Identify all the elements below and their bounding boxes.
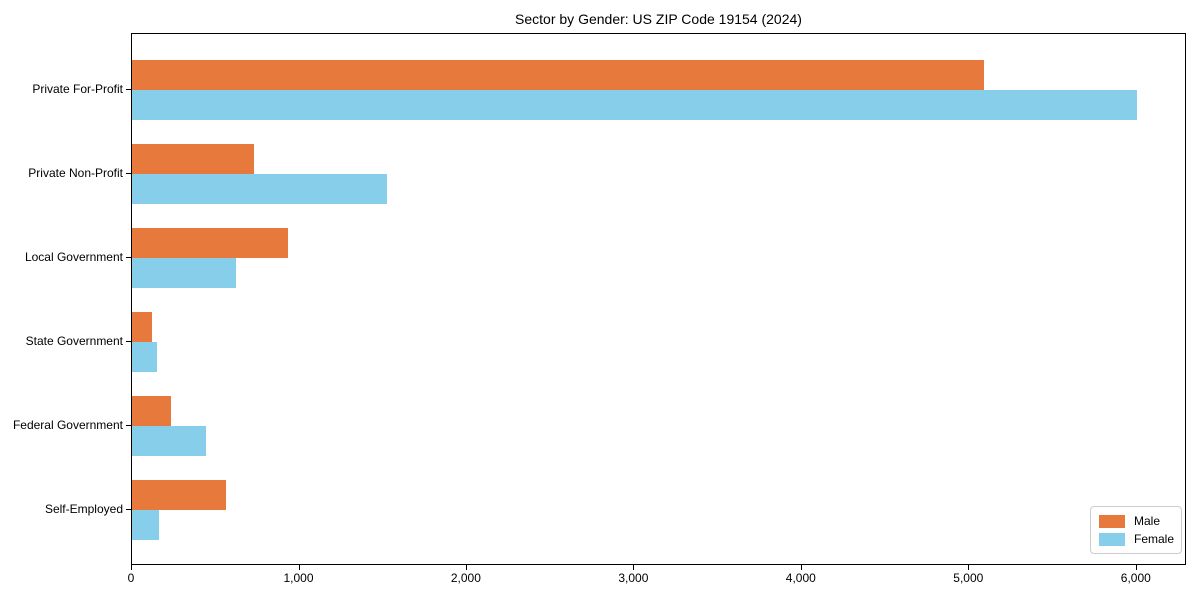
y-tick-mark — [126, 425, 131, 426]
legend: Male Female — [1090, 506, 1182, 554]
legend-swatch-female — [1099, 532, 1125, 546]
y-tick-label-self-employed: Self-Employed — [44, 502, 123, 516]
y-tick-mark — [126, 509, 131, 510]
bar-local-government-female — [132, 258, 236, 288]
bar-private-non-profit-male — [132, 144, 255, 174]
y-tick-mark — [126, 173, 131, 174]
y-tick-label-state-government: State Government — [25, 334, 123, 348]
x-tick-mark — [1135, 565, 1137, 570]
legend-label-female: Female — [1134, 532, 1175, 546]
x-tick-label-4-000: 4,000 — [785, 571, 816, 585]
y-tick-label-private-for-profit: Private For-Profit — [32, 82, 123, 96]
bar-state-government-female — [132, 342, 158, 372]
plot-area — [131, 33, 1186, 565]
x-tick-mark — [633, 565, 635, 570]
bar-self-employed-female — [132, 510, 159, 540]
x-tick-mark — [800, 565, 802, 570]
x-tick-label-6-000: 6,000 — [1120, 571, 1151, 585]
bar-federal-government-female — [132, 426, 206, 456]
y-tick-label-federal-government: Federal Government — [12, 418, 123, 432]
y-tick-mark — [126, 341, 131, 342]
x-tick-label-0: 0 — [127, 571, 135, 585]
bar-state-government-male — [132, 312, 153, 342]
bar-self-employed-male — [132, 480, 226, 510]
chart-title: Sector by Gender: US ZIP Code 19154 (202… — [515, 11, 802, 27]
x-tick-label-5-000: 5,000 — [953, 571, 984, 585]
x-tick-mark — [131, 565, 132, 570]
x-tick-label-1-000: 1,000 — [283, 571, 314, 585]
y-tick-mark — [126, 89, 131, 90]
legend-swatch-male — [1099, 514, 1125, 528]
y-tick-mark — [126, 257, 131, 258]
legend-entry-male: Male — [1099, 514, 1173, 528]
x-tick-label-3-000: 3,000 — [618, 571, 649, 585]
y-tick-label-private-non-profit: Private Non-Profit — [28, 166, 123, 180]
bar-private-non-profit-female — [132, 174, 387, 204]
x-tick-mark — [298, 565, 300, 570]
bar-local-government-male — [132, 228, 288, 258]
legend-entry-female: Female — [1099, 532, 1175, 546]
bar-private-for-profit-female — [132, 90, 1137, 120]
legend-label-male: Male — [1134, 514, 1161, 528]
bar-private-for-profit-male — [132, 60, 985, 90]
x-tick-label-2-000: 2,000 — [450, 571, 481, 585]
y-tick-label-local-government: Local Government — [24, 250, 123, 264]
bar-federal-government-male — [132, 396, 171, 426]
x-tick-mark — [968, 565, 970, 570]
x-tick-mark — [465, 565, 467, 570]
